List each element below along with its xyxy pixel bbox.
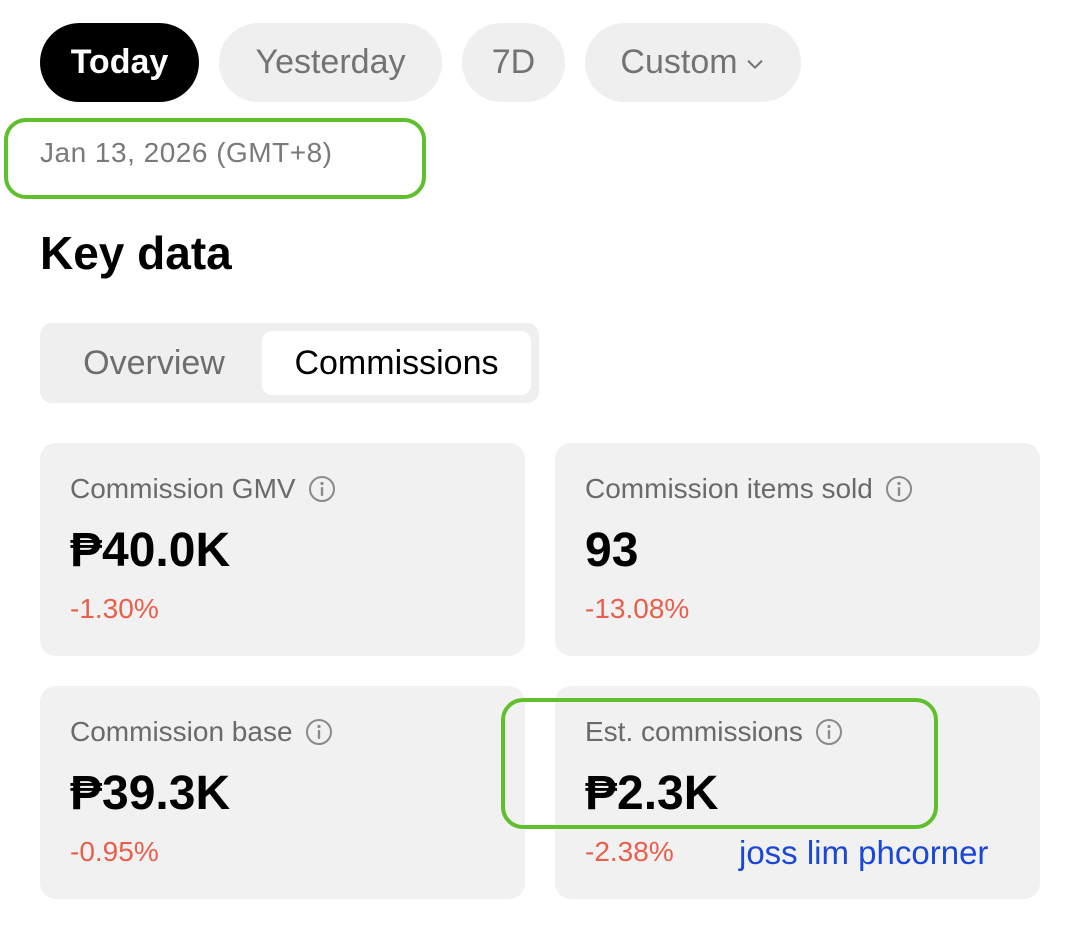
filter-today-button[interactable]: Today: [40, 23, 199, 102]
metric-change: -1.30%: [70, 593, 159, 624]
metric-value: ₱39.3K: [70, 767, 231, 820]
filter-7d-button[interactable]: 7D: [462, 23, 565, 102]
chevron-down-icon: [747, 59, 762, 69]
metric-value: 93: [585, 524, 639, 577]
filter-custom-dropdown[interactable]: Custom: [585, 23, 801, 102]
metric-value: ₱40.0K: [70, 524, 231, 577]
tab-commissions-label: Commissions: [294, 343, 499, 382]
info-icon[interactable]: [815, 718, 843, 746]
filter-yesterday-button[interactable]: Yesterday: [219, 23, 442, 102]
metric-change: -2.38%: [585, 836, 674, 867]
tab-overview[interactable]: Overview: [46, 331, 262, 395]
watermark-text: joss lim phcorner: [739, 834, 989, 871]
metric-change: -0.95%: [70, 836, 159, 867]
metric-label: Commission items sold: [585, 473, 873, 504]
metric-label: Est. commissions: [585, 716, 803, 747]
info-icon[interactable]: [885, 475, 913, 503]
filter-7d-label: 7D: [491, 43, 536, 81]
info-icon[interactable]: [308, 475, 336, 503]
tab-bar: Overview Commissions: [40, 323, 539, 403]
metric-value: ₱2.3K: [585, 767, 719, 820]
metric-card-est-commissions[interactable]: Est. commissions ₱2.3K -2.38%: [555, 686, 1040, 899]
date-range-label: Jan 13, 2026 (GMT+8): [40, 137, 333, 168]
metric-label: Commission GMV: [70, 473, 296, 504]
section-title: Key data: [40, 227, 232, 279]
tab-commissions[interactable]: Commissions: [262, 331, 531, 395]
info-icon[interactable]: [305, 718, 333, 746]
filter-today-label: Today: [70, 43, 169, 81]
metric-card-commission-items-sold[interactable]: Commission items sold 93 -13.08%: [555, 443, 1040, 656]
tab-overview-label: Overview: [83, 343, 225, 382]
filter-yesterday-label: Yesterday: [255, 43, 406, 81]
metric-change: -13.08%: [585, 593, 690, 624]
metric-card-commission-gmv[interactable]: Commission GMV ₱40.0K -1.30%: [40, 443, 525, 656]
metric-card-commission-base[interactable]: Commission base ₱39.3K -0.95%: [40, 686, 525, 899]
metric-label: Commission base: [70, 716, 293, 747]
filter-custom-label: Custom: [620, 43, 738, 81]
